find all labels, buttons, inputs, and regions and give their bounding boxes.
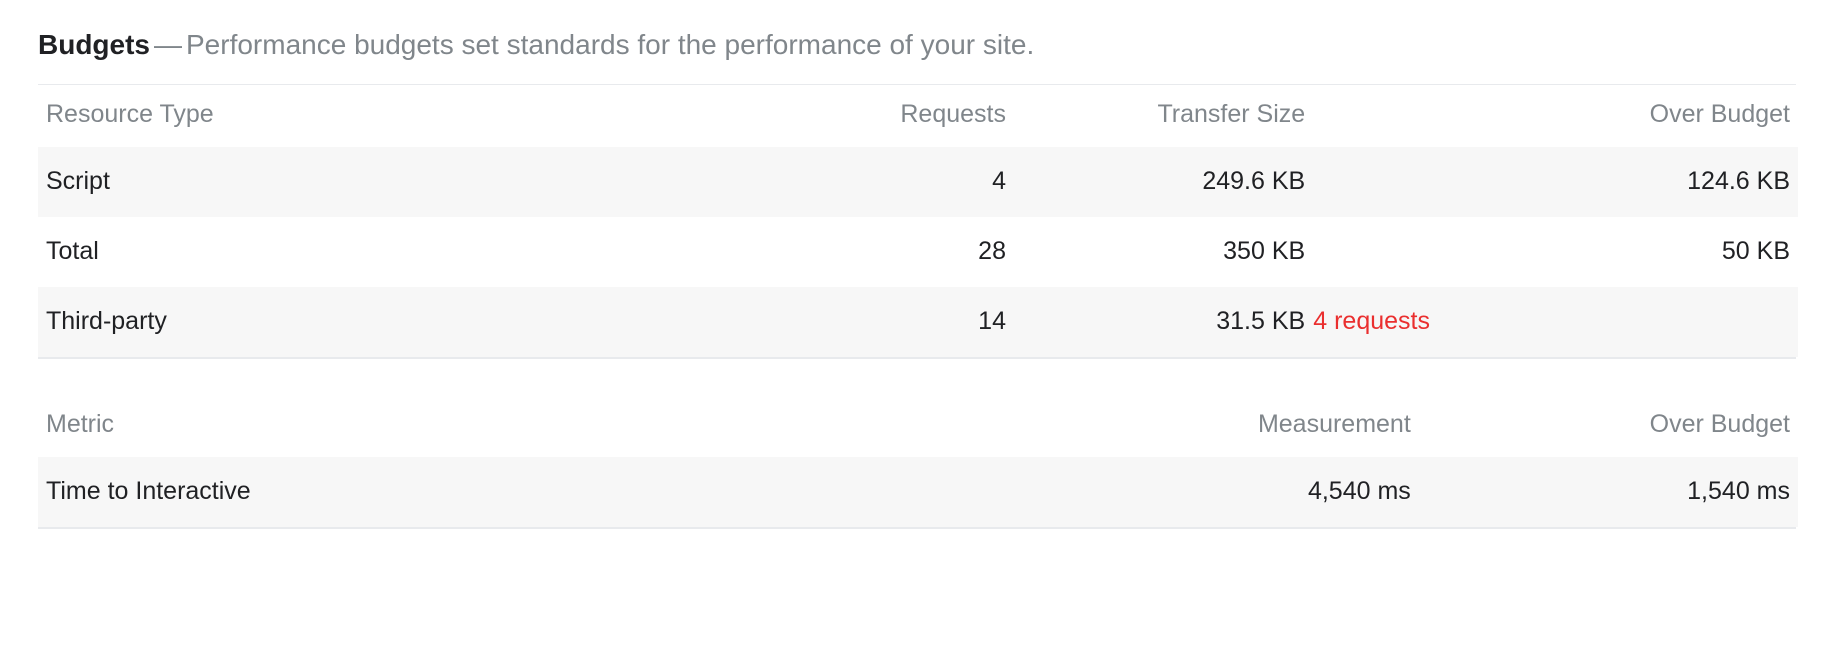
column-header-measurement: Measurement	[1257, 410, 1411, 438]
cell-metric: Time to Interactive	[38, 457, 1024, 527]
metric-table-header: Metric Measurement Over Budget	[38, 395, 1798, 457]
metric-table-body: Time to Interactive 4,540 ms 1,540 ms	[38, 457, 1798, 527]
column-header-metric: Metric	[46, 410, 115, 438]
cell-measurement: 4,540 ms	[1023, 457, 1411, 527]
column-header-over-budget-2: Over Budget	[1649, 410, 1790, 438]
resource-table-body: Script 4 249.6 KB 124.6 KB Total 28 350 …	[38, 147, 1798, 357]
cell-resource-type: Script	[38, 147, 725, 217]
column-header-resource-type: Resource Type	[46, 100, 214, 128]
resource-budget-table: Resource Type Requests Transfer Size Ove…	[38, 85, 1798, 357]
table-header-row: Metric Measurement Over Budget	[38, 395, 1798, 457]
column-header-over-budget: Over Budget	[1649, 100, 1790, 128]
column-header-transfer-size: Transfer Size	[1157, 100, 1306, 128]
cell-resource-type: Third-party	[38, 287, 725, 357]
cell-requests: 14	[724, 287, 1006, 357]
metric-budget-table: Metric Measurement Over Budget Time to I…	[38, 395, 1798, 527]
cell-over-budget: 124.6 KB	[1305, 147, 1798, 217]
cell-over-budget: 1,540 ms	[1410, 457, 1798, 527]
cell-transfer-size: 31.5 KB	[1005, 287, 1306, 357]
cell-requests: 4	[724, 147, 1006, 217]
resource-table-divider	[38, 357, 1796, 359]
page-title: Budgets	[38, 29, 150, 60]
cell-over-budget-container: 4 requests	[1305, 287, 1798, 357]
cell-requests: 28	[724, 217, 1006, 287]
table-row: Time to Interactive 4,540 ms 1,540 ms	[38, 457, 1798, 527]
cell-transfer-size: 350 KB	[1005, 217, 1306, 287]
resource-table-header: Resource Type Requests Transfer Size Ove…	[38, 85, 1798, 147]
cell-resource-type: Total	[38, 217, 725, 287]
metric-table-divider	[38, 527, 1796, 529]
cell-over-budget: 50 KB	[1305, 217, 1798, 287]
column-header-requests: Requests	[900, 100, 1006, 128]
panel-header: Budgets — Performance budgets set standard…	[0, 0, 1836, 62]
cell-transfer-size: 249.6 KB	[1005, 147, 1306, 217]
panel-description: Performance budgets set standards for th…	[186, 29, 1035, 60]
table-row: Third-party 14 31.5 KB 4 requests	[38, 287, 1798, 357]
table-row: Script 4 249.6 KB 124.6 KB	[38, 147, 1798, 217]
cell-over-budget: 4 requests	[1313, 307, 1430, 335]
section-spacer	[0, 359, 1836, 385]
title-dash: —	[154, 29, 182, 60]
table-header-row: Resource Type Requests Transfer Size Ove…	[38, 85, 1798, 147]
budgets-panel: Budgets — Performance budgets set standard…	[0, 0, 1836, 529]
header-divider	[38, 84, 1796, 85]
table-row: Total 28 350 KB 50 KB	[38, 217, 1798, 287]
